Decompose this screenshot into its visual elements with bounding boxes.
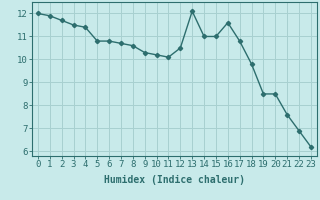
X-axis label: Humidex (Indice chaleur): Humidex (Indice chaleur)	[104, 175, 245, 185]
